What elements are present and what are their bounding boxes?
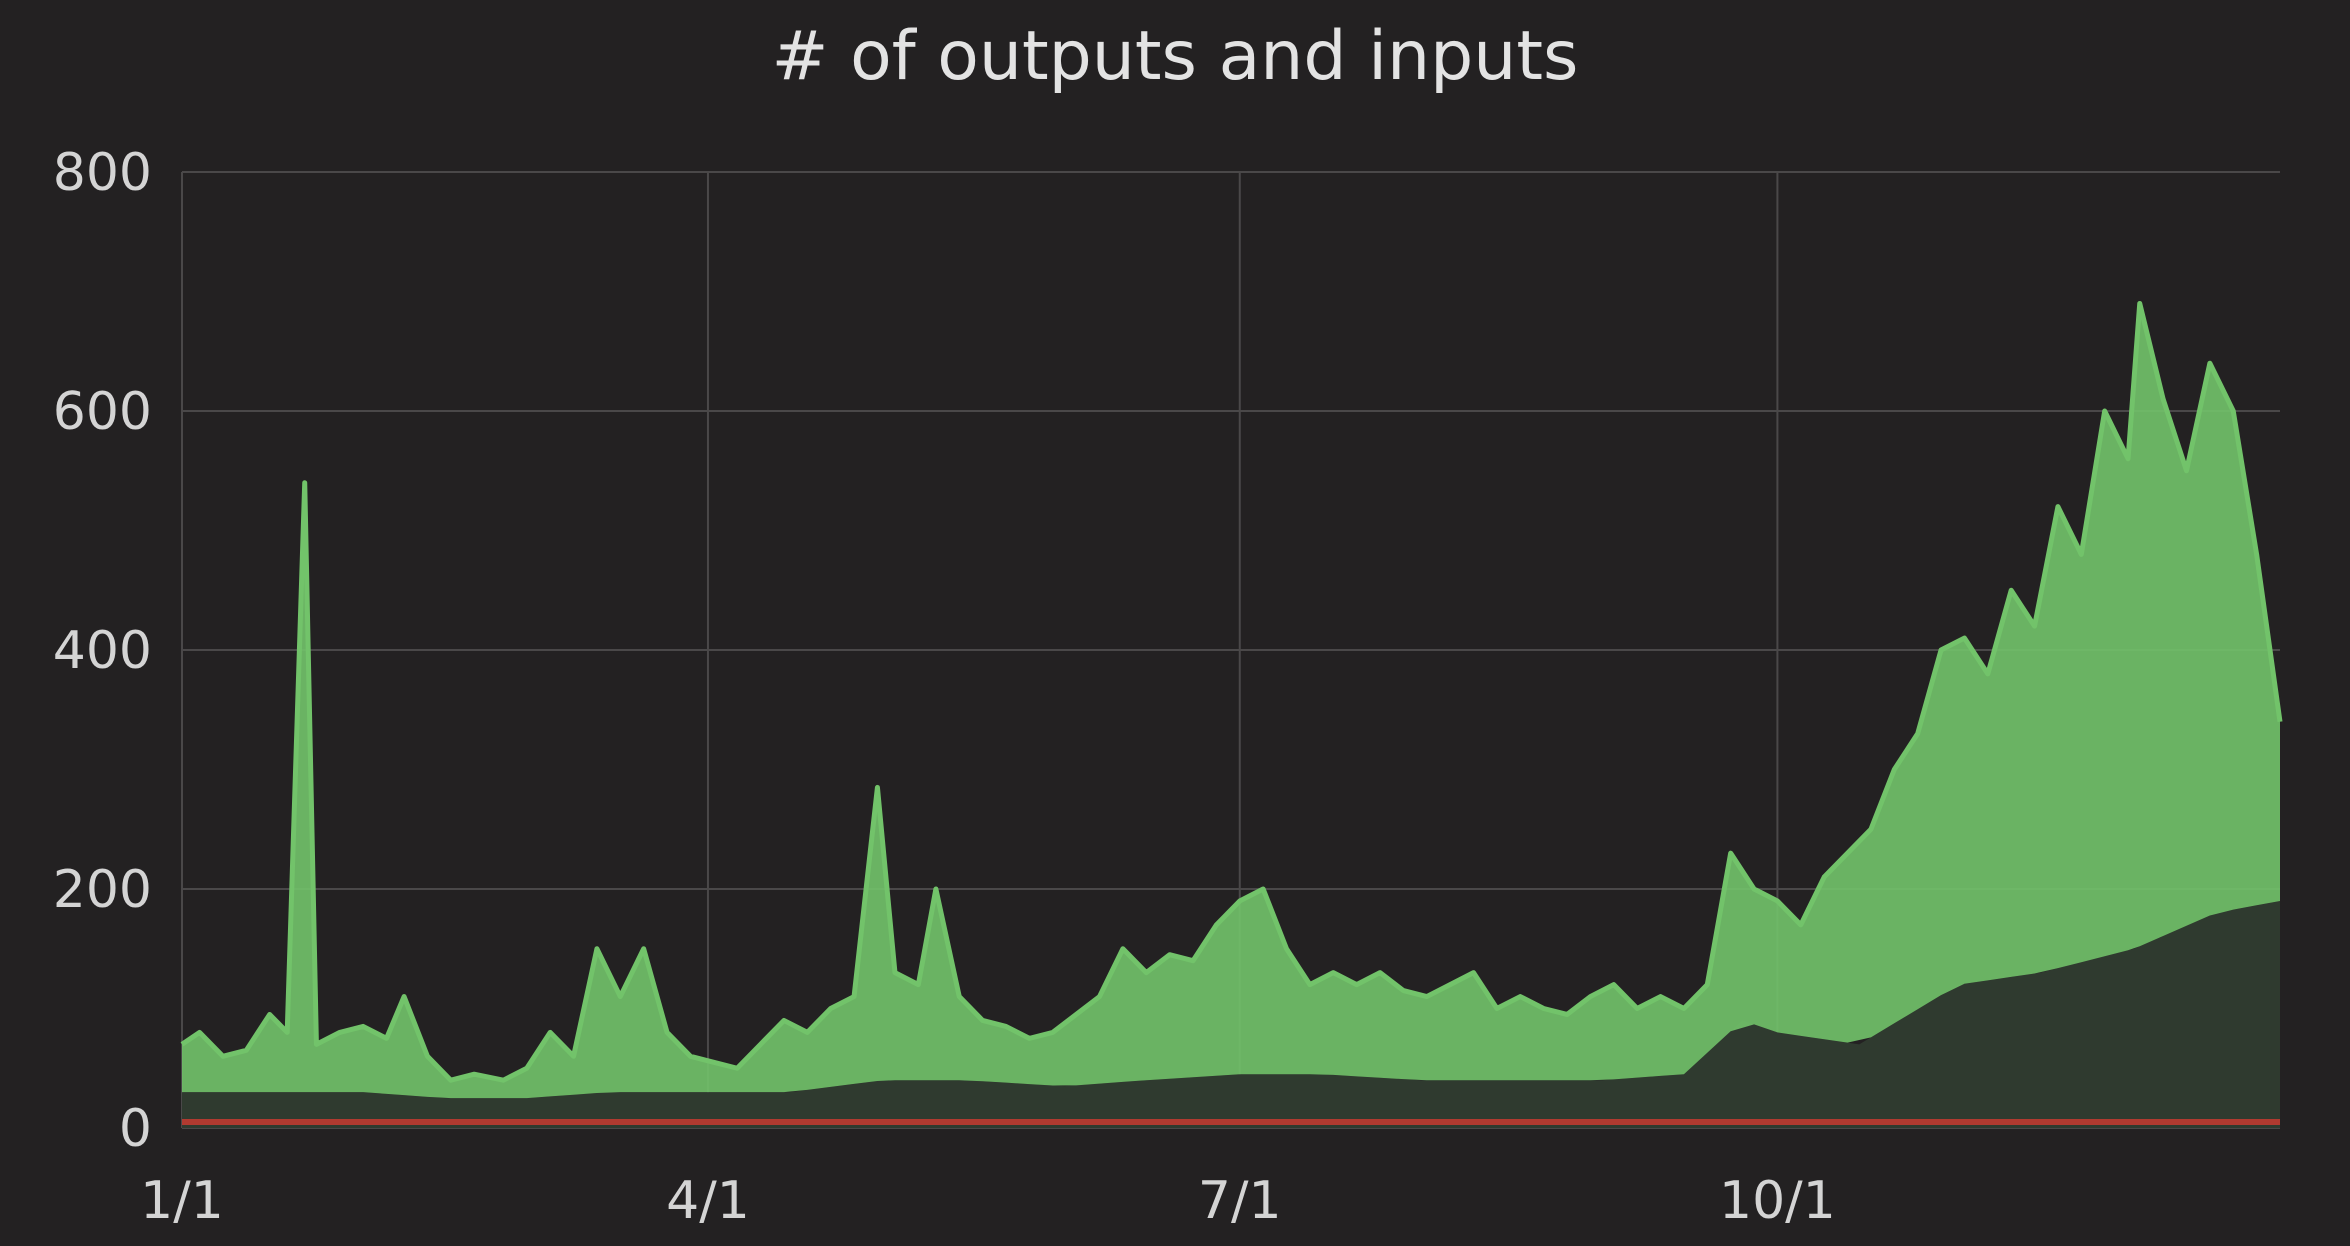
- upper-series-line: [180, 300, 2283, 1083]
- x-tick-label: 10/1: [1719, 1171, 1836, 1231]
- chart-title: # of outputs and inputs: [771, 17, 1579, 96]
- y-tick-label: 200: [53, 860, 152, 920]
- y-tick-label: 800: [53, 143, 152, 203]
- lower-series-area: [182, 900, 2280, 1128]
- y-tick-label: 600: [53, 382, 152, 442]
- y-tick-label: 0: [119, 1099, 152, 1159]
- upper-series-band: [182, 303, 2280, 1099]
- x-tick-label: 7/1: [1198, 1171, 1282, 1231]
- x-tick-label: 1/1: [140, 1171, 224, 1231]
- x-tick-label: 4/1: [666, 1171, 750, 1231]
- y-tick-label: 400: [53, 621, 152, 681]
